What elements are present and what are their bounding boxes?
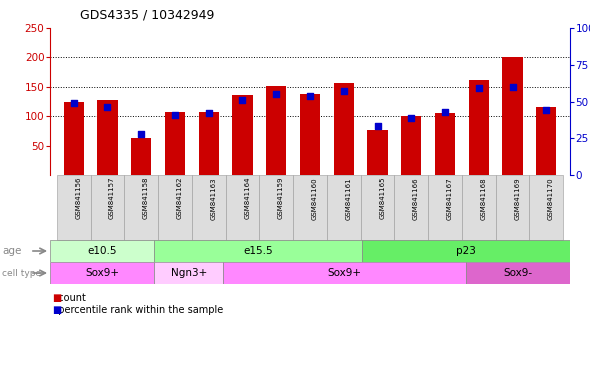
Bar [362,240,570,262]
Bar [158,175,192,240]
Point [171,112,180,118]
Bar [536,107,556,175]
Bar [496,175,529,240]
Bar [529,175,563,240]
Text: GSM841166: GSM841166 [413,177,419,220]
Bar [333,83,354,175]
Text: age: age [2,246,21,256]
Text: GSM841167: GSM841167 [447,177,453,220]
Text: GSM841160: GSM841160 [312,177,317,220]
Text: GSM841162: GSM841162 [176,177,183,219]
Text: e15.5: e15.5 [243,246,273,256]
Text: Sox9+: Sox9+ [85,268,119,278]
Text: p23: p23 [456,246,476,256]
Text: GSM841164: GSM841164 [244,177,250,219]
Bar [57,175,90,240]
Text: GSM841170: GSM841170 [548,177,554,220]
Point [339,88,349,94]
Text: Ngn3+: Ngn3+ [171,268,206,278]
Point [204,110,214,116]
Point [474,85,484,91]
Bar [435,113,455,175]
Bar [192,175,225,240]
Text: count: count [52,293,86,303]
Point [69,100,78,106]
Point [542,107,551,113]
Bar [462,175,496,240]
Text: GSM841158: GSM841158 [143,177,149,219]
Text: GDS4335 / 10342949: GDS4335 / 10342949 [80,8,214,21]
Bar [165,112,185,175]
Bar [428,175,462,240]
Point [271,91,281,97]
Text: Sox9+: Sox9+ [327,268,362,278]
Bar [327,175,360,240]
Point [407,114,416,121]
Text: ■: ■ [52,305,61,315]
Bar [293,175,327,240]
Point [136,131,146,137]
Bar [260,175,293,240]
Point [508,84,517,90]
Point [103,104,112,111]
Text: Sox9-: Sox9- [503,268,533,278]
Bar [300,94,320,175]
Text: cell type: cell type [2,268,41,278]
Bar [90,175,124,240]
Point [440,109,450,115]
Bar [64,101,84,175]
Bar [124,175,158,240]
Text: e10.5: e10.5 [87,246,117,256]
Bar [368,130,388,175]
Bar [50,262,154,284]
Point [238,97,247,103]
Bar [199,112,219,175]
Point [373,123,382,129]
Bar [50,240,154,262]
Bar [466,262,570,284]
Bar [97,100,117,175]
Bar [266,86,286,175]
Text: ■: ■ [52,293,61,303]
Point [305,93,314,99]
Bar [232,95,253,175]
Text: GSM841169: GSM841169 [514,177,520,220]
Text: percentile rank within the sample: percentile rank within the sample [52,305,223,315]
Bar [503,57,523,175]
Bar [395,175,428,240]
Text: GSM841157: GSM841157 [109,177,115,219]
Bar [131,138,151,175]
Bar [401,116,421,175]
Bar [225,175,260,240]
Bar [468,80,489,175]
Bar [224,262,466,284]
Text: GSM841168: GSM841168 [480,177,487,220]
Text: GSM841159: GSM841159 [278,177,284,219]
Bar [360,175,395,240]
Text: GSM841161: GSM841161 [346,177,352,220]
Bar [154,240,362,262]
Bar [154,262,224,284]
Text: GSM841156: GSM841156 [76,177,81,219]
Text: GSM841163: GSM841163 [211,177,217,220]
Text: GSM841165: GSM841165 [379,177,385,219]
